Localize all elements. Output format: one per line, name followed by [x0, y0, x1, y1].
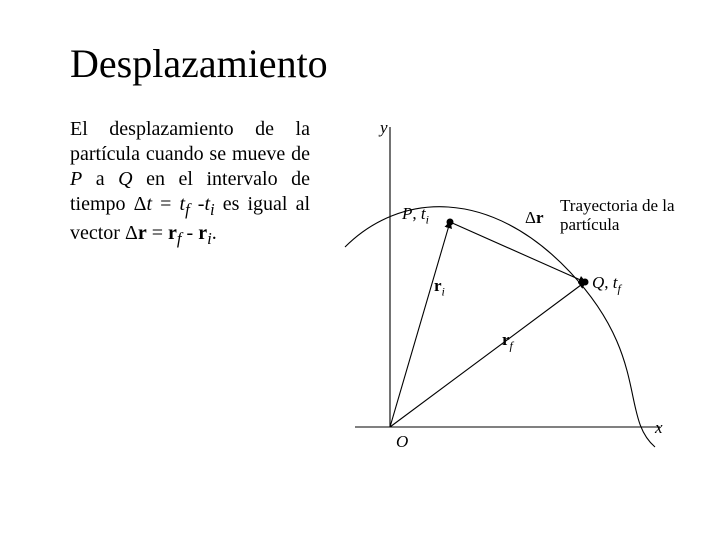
point-q-label: Q, tf	[592, 274, 621, 294]
slide-title: Desplazamiento	[70, 40, 660, 87]
axis-y-label: y	[380, 119, 388, 136]
r-f-label: rf	[502, 331, 513, 351]
point-p-label: P, ti	[402, 205, 429, 225]
diagram-svg	[310, 117, 670, 477]
trajectory-label: Trayectoria de la partícula	[560, 197, 710, 234]
content-row: El desplazamiento de la partícula cuando…	[70, 117, 660, 477]
slide: Desplazamiento El desplazamiento de la p…	[0, 0, 720, 540]
r-i-label: ri	[434, 277, 445, 297]
axis-x-label: x	[655, 419, 663, 436]
delta-r-label: Δr	[525, 209, 543, 226]
origin-label: O	[396, 433, 408, 450]
displacement-diagram: y x O P, ti Q, tf Δr ri rf Trayectoria d…	[310, 117, 660, 477]
body-paragraph: El desplazamiento de la partícula cuando…	[70, 117, 310, 477]
